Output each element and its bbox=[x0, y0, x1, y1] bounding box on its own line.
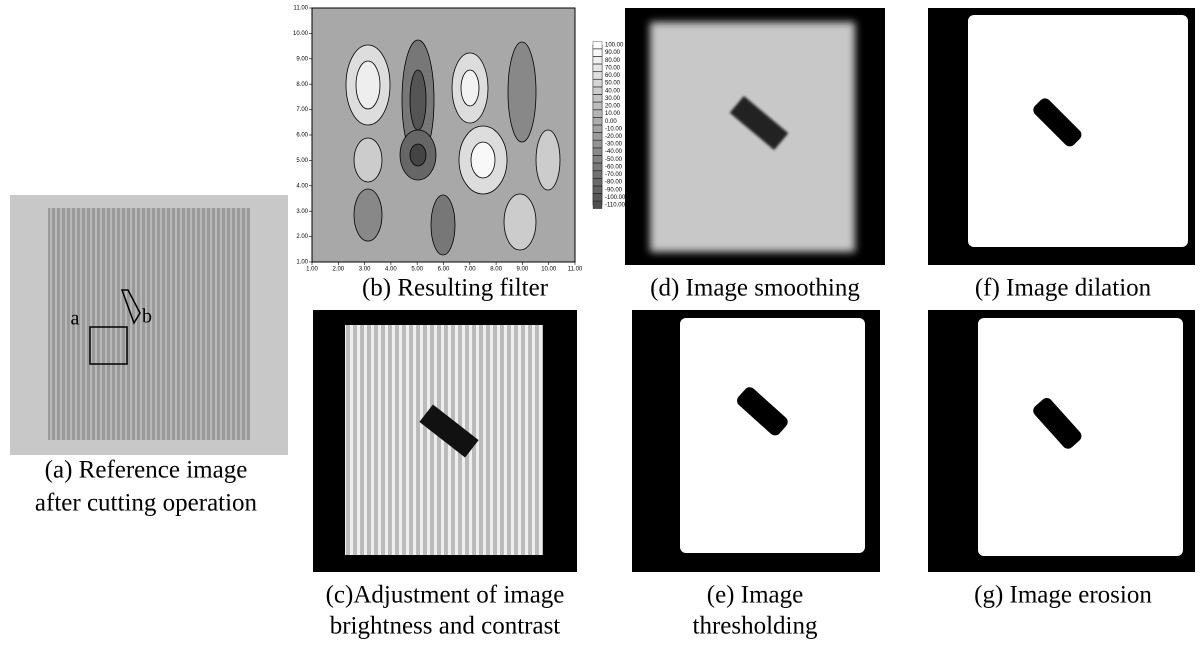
panel-b: (b) Resulting filter 1.00 2.00 3.00 4.00 5.0… bbox=[293, 6, 626, 302]
colorbar-label: 30.00 bbox=[605, 96, 621, 102]
annotation: a bbox=[71, 308, 80, 330]
caption: (c)Adjustment of image bbox=[326, 582, 565, 609]
caption: (a) Reference image bbox=[45, 457, 248, 484]
x-tick-label: 6.00 bbox=[438, 267, 450, 273]
y-tick-label: 5.00 bbox=[296, 158, 308, 164]
annotation: b bbox=[142, 306, 152, 328]
caption: brightness and contrast bbox=[330, 613, 561, 640]
panel-e: (e) Image thresholding bbox=[632, 310, 880, 640]
colorbar-swatch bbox=[593, 72, 602, 79]
colorbar-label: 40.00 bbox=[605, 88, 621, 94]
colorbar-swatch bbox=[593, 87, 602, 94]
x-tick-label: 8.00 bbox=[490, 267, 502, 273]
colorbar-swatch bbox=[593, 49, 602, 56]
colorbar-label: -70.00 bbox=[605, 172, 623, 178]
x-tick-label: 5.00 bbox=[411, 267, 423, 273]
colorbar-label: 100.00 bbox=[605, 43, 624, 49]
colorbar-swatch bbox=[593, 41, 602, 48]
colorbar-label: 50.00 bbox=[605, 81, 621, 87]
colorbar-label: 20.00 bbox=[605, 104, 621, 110]
colorbar-swatch bbox=[593, 201, 602, 208]
panel-g: (g) Image erosion bbox=[928, 310, 1195, 609]
colorbar-swatch bbox=[593, 102, 602, 109]
caption: (f) Image dilation bbox=[975, 275, 1152, 302]
colorbar-swatch bbox=[593, 133, 602, 140]
colorbar-swatch bbox=[593, 110, 602, 117]
colorbar-swatch bbox=[593, 171, 602, 178]
colorbar-swatch bbox=[593, 64, 602, 71]
colorbar-label: 90.00 bbox=[605, 50, 621, 56]
y-tick-label: 2.00 bbox=[296, 234, 308, 240]
caption: thresholding bbox=[693, 613, 818, 640]
caption: (g) Image erosion bbox=[974, 582, 1152, 609]
caption: (b) Resulting filter bbox=[362, 275, 549, 302]
y-tick-label: 3.00 bbox=[296, 209, 308, 215]
colorbar-swatch bbox=[593, 57, 602, 64]
panel-f: (f) Image dilation bbox=[928, 8, 1195, 302]
x-tick-label: 11.00 bbox=[568, 267, 583, 273]
colorbar-swatch bbox=[593, 140, 602, 147]
caption: after cutting operation bbox=[35, 490, 258, 517]
y-tick-label: 11.00 bbox=[293, 6, 308, 12]
colorbar-swatch bbox=[593, 156, 602, 163]
y-tick-label: 9.00 bbox=[296, 56, 308, 62]
panel-a: a b (a) Reference image after cutting op… bbox=[10, 195, 288, 517]
colorbar-label: 80.00 bbox=[605, 58, 621, 64]
colorbar-swatch bbox=[593, 179, 602, 186]
y-tick-label: 6.00 bbox=[296, 133, 308, 139]
colorbar-label: -80.00 bbox=[605, 180, 623, 186]
x-tick-label: 7.00 bbox=[464, 267, 476, 273]
panel-d: (d) Image smoothing bbox=[625, 8, 885, 302]
x-tick-label: 4.00 bbox=[385, 267, 397, 273]
colorbar-swatch bbox=[593, 95, 602, 102]
colorbar-swatch bbox=[593, 148, 602, 155]
x-tick-label: 3.00 bbox=[359, 267, 371, 273]
x-tick-label: 10.00 bbox=[541, 267, 557, 273]
colorbar-label: -90.00 bbox=[605, 187, 623, 193]
colorbar-swatch bbox=[593, 79, 602, 86]
colorbar-label: 60.00 bbox=[605, 73, 621, 79]
x-tick-label: 1.00 bbox=[306, 267, 318, 273]
grid-area bbox=[650, 22, 855, 252]
colorbar-swatch bbox=[593, 194, 602, 201]
y-tick-label: 7.00 bbox=[296, 107, 308, 113]
figure: a b (a) Reference image after cutting op… bbox=[0, 0, 1203, 646]
panel-c: (c)Adjustment of image brightness and co… bbox=[313, 310, 577, 640]
colorbar-label: 0.00 bbox=[605, 119, 617, 125]
caption: (d) Image smoothing bbox=[650, 275, 860, 302]
y-tick-label: 8.00 bbox=[296, 82, 308, 88]
colorbar-label: -20.00 bbox=[605, 134, 623, 140]
y-tick-label: 1.00 bbox=[296, 260, 308, 266]
colorbar-label: -50.00 bbox=[605, 157, 623, 163]
colorbar-swatch bbox=[593, 125, 602, 132]
colorbar-label: -10.00 bbox=[605, 126, 623, 132]
region bbox=[680, 318, 865, 553]
colorbar-label: -40.00 bbox=[605, 149, 623, 155]
x-tick-label: 9.00 bbox=[517, 267, 529, 273]
y-tick-label: 4.00 bbox=[296, 183, 308, 189]
colorbar-label: -110.00 bbox=[605, 203, 626, 209]
colorbar-label: 10.00 bbox=[605, 111, 621, 117]
y-tick-label: 10.00 bbox=[293, 31, 309, 37]
colorbar-swatch bbox=[593, 163, 602, 170]
colorbar-label: -30.00 bbox=[605, 142, 623, 148]
colorbar-label: -60.00 bbox=[605, 164, 623, 170]
colorbar-label: 70.00 bbox=[605, 65, 621, 71]
x-tick-label: 2.00 bbox=[332, 267, 344, 273]
colorbar-swatch bbox=[593, 118, 602, 125]
colorbar-label: -100.00 bbox=[605, 195, 626, 201]
colorbar-swatch bbox=[593, 186, 602, 193]
caption: (e) Image bbox=[707, 582, 803, 609]
